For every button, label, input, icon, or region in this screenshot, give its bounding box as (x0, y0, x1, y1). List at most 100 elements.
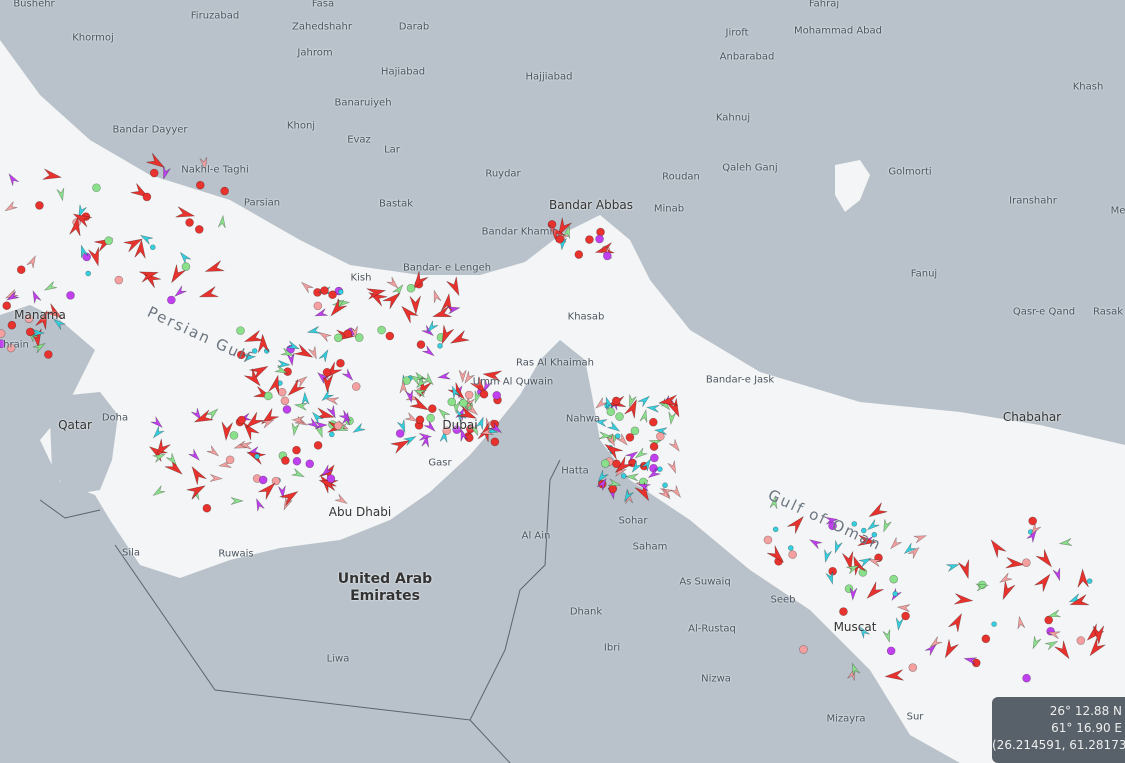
vessel-arrow-marker[interactable] (71, 209, 93, 228)
vessel-arrow-marker[interactable] (409, 271, 429, 292)
vessel-arrow-marker[interactable] (151, 426, 165, 440)
vessel-stationary-marker[interactable] (292, 445, 301, 455)
vessel-arrow-marker[interactable] (243, 411, 264, 432)
vessel-arrow-marker[interactable] (562, 225, 573, 239)
vessel-stationary-marker[interactable] (1076, 636, 1086, 645)
vessel-stationary-marker[interactable] (787, 545, 794, 551)
vessel-stationary-marker[interactable] (220, 186, 229, 196)
vessel-stationary-marker[interactable] (406, 283, 416, 293)
vessel-arrow-marker[interactable] (291, 468, 306, 480)
vessel-arrow-marker[interactable] (858, 555, 873, 568)
vessel-arrow-marker[interactable] (479, 427, 494, 437)
vessel-arrow-marker[interactable] (825, 516, 839, 525)
vessel-arrow-marker[interactable] (624, 398, 641, 419)
vessel-arrow-marker[interactable] (489, 422, 504, 435)
vessel-arrow-marker[interactable] (975, 582, 990, 592)
vessel-stationary-marker[interactable] (614, 433, 621, 439)
vessel-arrow-marker[interactable] (134, 238, 147, 259)
vessel-arrow-marker[interactable] (475, 416, 487, 430)
vessel-arrow-marker[interactable] (464, 396, 475, 411)
vessel-arrow-marker[interactable] (667, 411, 677, 426)
vessel-stationary-marker[interactable] (333, 421, 343, 431)
vessel-stationary-marker[interactable] (416, 340, 426, 349)
vessel-arrow-marker[interactable] (1034, 571, 1055, 592)
vessel-arrow-marker[interactable] (1058, 538, 1073, 547)
vessel-stationary-marker[interactable] (326, 474, 336, 483)
vessel-arrow-marker[interactable] (294, 344, 315, 362)
vessel-stationary-marker[interactable] (236, 326, 245, 335)
vessel-arrow-marker[interactable] (865, 519, 880, 533)
vessel-stationary-marker[interactable] (24, 314, 34, 324)
vessel-arrow-marker[interactable] (596, 477, 609, 491)
vessel-stationary-marker[interactable] (35, 201, 44, 210)
vessel-arrow-marker[interactable] (431, 306, 452, 321)
vessel-arrow-marker[interactable] (338, 410, 353, 423)
vessel-stationary-marker[interactable] (280, 396, 290, 406)
vessel-arrow-marker[interactable] (249, 362, 270, 380)
vessel-arrow-marker[interactable] (832, 540, 843, 554)
vessel-stationary-marker[interactable] (799, 645, 808, 654)
vessel-arrow-marker[interactable] (595, 469, 609, 484)
vessel-stationary-marker[interactable] (620, 473, 627, 479)
vessel-arrow-marker[interactable] (447, 304, 461, 315)
vessel-stationary-marker[interactable] (292, 456, 302, 466)
vessel-arrow-marker[interactable] (867, 556, 882, 567)
vessel-arrow-marker[interactable] (78, 244, 89, 258)
vessel-arrow-marker[interactable] (1030, 636, 1042, 650)
vessel-arrow-marker[interactable] (902, 542, 917, 556)
vessel-arrow-marker[interactable] (545, 221, 565, 243)
vessel-arrow-marker[interactable] (469, 422, 481, 437)
vessel-stationary-marker[interactable] (351, 382, 361, 391)
vessel-arrow-marker[interactable] (75, 204, 87, 219)
vessel-arrow-marker[interactable] (30, 289, 42, 304)
vessel-stationary-marker[interactable] (839, 607, 848, 616)
vessel-arrow-marker[interactable] (594, 397, 608, 410)
vessel-stationary-marker[interactable] (385, 331, 395, 341)
vessel-arrow-marker[interactable] (44, 303, 65, 323)
vessel-stationary-marker[interactable] (334, 333, 343, 343)
vessel-arrow-marker[interactable] (470, 376, 490, 398)
vessel-arrow-marker[interactable] (366, 285, 387, 300)
vessel-stationary-marker[interactable] (354, 333, 364, 342)
vessel-stationary-marker[interactable] (991, 621, 997, 627)
vessel-stationary-marker[interactable] (1086, 578, 1093, 584)
vessel-stationary-marker[interactable] (649, 417, 658, 427)
vessel-arrow-marker[interactable] (458, 369, 467, 384)
vessel-stationary-marker[interactable] (656, 432, 665, 441)
vessel-stationary-marker[interactable] (426, 413, 435, 423)
vessel-arrow-marker[interactable] (188, 464, 207, 485)
vessel-stationary-marker[interactable] (337, 289, 344, 295)
vessel-arrow-marker[interactable] (204, 260, 225, 277)
vessel-stationary-marker[interactable] (322, 367, 332, 377)
vessel-arrow-marker[interactable] (409, 396, 431, 415)
vessel-arrow-marker[interactable] (849, 662, 861, 676)
vessel-stationary-marker[interactable] (277, 387, 287, 397)
vessel-arrow-marker[interactable] (422, 373, 435, 387)
vessel-arrow-marker[interactable] (625, 490, 634, 504)
vessel-stationary-marker[interactable] (464, 433, 474, 443)
vessel-arrow-marker[interactable] (408, 372, 423, 386)
vessel-arrow-marker[interactable] (230, 497, 244, 505)
vessel-arrow-marker[interactable] (152, 451, 167, 463)
vessel-arrow-marker[interactable] (913, 532, 928, 544)
vessel-stationary-marker[interactable] (1028, 516, 1037, 526)
vessel-arrow-marker[interactable] (963, 655, 977, 665)
vessel-stationary-marker[interactable] (229, 431, 239, 440)
vessel-stationary-marker[interactable] (889, 574, 898, 584)
vessel-arrow-marker[interactable] (150, 416, 165, 430)
vessel-arrow-marker[interactable] (607, 478, 622, 489)
vessel-stationary-marker[interactable] (981, 634, 991, 644)
vessel-arrow-marker[interactable] (842, 551, 856, 572)
vessel-arrow-marker[interactable] (946, 561, 960, 572)
vessel-arrow-marker[interactable] (32, 340, 47, 354)
vessel-arrow-marker[interactable] (306, 326, 321, 336)
vessel-arrow-marker[interactable] (409, 295, 421, 316)
vessel-arrow-marker[interactable] (1035, 549, 1056, 570)
vessel-stationary-marker[interactable] (254, 453, 260, 460)
vessel-arrow-marker[interactable] (152, 438, 171, 460)
vessel-arrow-marker[interactable] (291, 416, 305, 424)
vessel-stationary-marker[interactable] (428, 404, 437, 413)
vessel-arrow-marker[interactable] (279, 487, 301, 507)
vessel-arrow-marker[interactable] (261, 417, 275, 429)
vessel-arrow-marker[interactable] (1045, 638, 1059, 651)
